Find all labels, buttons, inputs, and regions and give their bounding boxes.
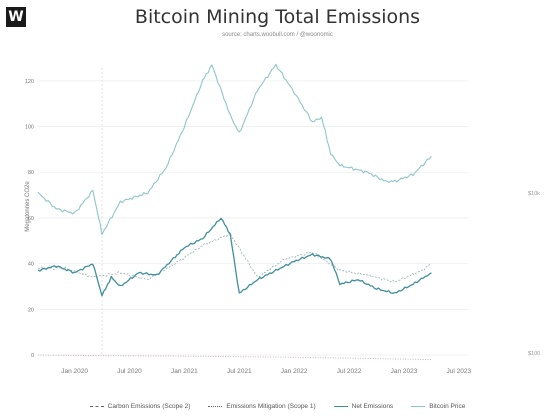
y-tick-label: 20 — [28, 307, 34, 313]
y-tick-label: 100 — [25, 125, 34, 131]
legend-label-net: Net Emissions — [351, 403, 394, 410]
legend-swatch-price — [411, 406, 426, 407]
series-net-emissions — [37, 217, 432, 297]
legend-swatch-scope1 — [208, 406, 223, 407]
legend-item-net: Net Emissions — [333, 403, 394, 410]
legend-label-scope2: Carbon Emissions (Scope 2) — [107, 403, 191, 410]
y-tick-label: 120 — [25, 79, 34, 85]
legend-item-scope1: Emissions Mitigation (Scope 1) — [208, 403, 316, 410]
right-axis-label: $10k — [528, 191, 540, 197]
y-axis-title: Megatonnes CO2e — [25, 181, 31, 232]
x-tick-label: Jul 2020 — [117, 368, 142, 375]
x-tick-label: Jan 2023 — [391, 368, 418, 375]
chart-title: Bitcoin Mining Total Emissions — [134, 6, 421, 28]
x-tick-label: Jan 2020 — [61, 368, 88, 375]
y-tick-label: 40 — [28, 262, 34, 268]
y-tick-label: 80 — [28, 170, 34, 176]
legend-item-price: Bitcoin Price — [411, 403, 465, 410]
legend-label-scope1: Emissions Mitigation (Scope 1) — [226, 403, 316, 410]
legend-swatch-scope2 — [89, 406, 104, 407]
series-emissions-mitigation-scope1 — [37, 354, 432, 361]
x-tick-label: Jul 2022 — [337, 368, 362, 375]
series-bitcoin-price — [37, 63, 432, 236]
x-tick-label: Jul 2021 — [227, 368, 252, 375]
series-carbon-emissions-scope2 — [37, 232, 432, 283]
x-tick-label: Jul 2023 — [447, 368, 472, 375]
legend-label-price: Bitcoin Price — [429, 403, 466, 410]
legend-item-scope2: Carbon Emissions (Scope 2) — [89, 403, 191, 410]
y-tick-label: 0 — [31, 353, 34, 359]
y-tick-label: 60 — [28, 216, 34, 222]
logo-badge: W — [6, 7, 26, 27]
chart-legend: Carbon Emissions (Scope 2) Emissions Mit… — [0, 403, 555, 410]
legend-swatch-net — [333, 406, 348, 407]
x-tick-label: Jan 2022 — [281, 368, 308, 375]
right-axis-label: $100 — [528, 351, 540, 357]
chart-subtitle: source: charts.woobull.com / @woonomic — [222, 32, 333, 38]
x-tick-label: Jan 2021 — [171, 368, 198, 375]
